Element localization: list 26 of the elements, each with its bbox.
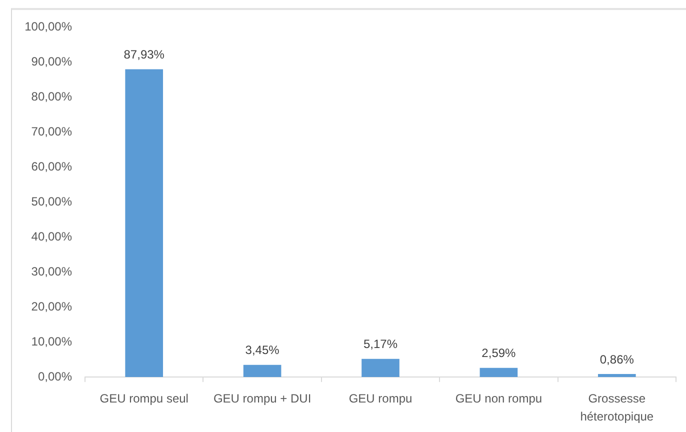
x-tick-label: GEU rompu seul: [100, 391, 188, 406]
y-tick-label: 70,00%: [31, 124, 72, 138]
bar: [362, 358, 400, 377]
data-label: 2,59%: [482, 346, 516, 360]
data-label: 87,93%: [124, 48, 165, 62]
bar: [243, 364, 282, 377]
y-tick-label: 80,00%: [31, 89, 72, 104]
data-label: 5,17%: [363, 337, 398, 352]
bar: [598, 374, 636, 377]
data-label: 0,86%: [600, 352, 634, 366]
y-tick-label: 0,00%: [38, 369, 72, 384]
y-tick-label: 10,00%: [31, 334, 72, 348]
data-label: 3,45%: [245, 343, 280, 358]
y-tick-label: 90,00%: [31, 54, 72, 68]
bar: [125, 69, 164, 377]
y-tick-label: 100,00%: [24, 19, 72, 34]
x-tick-label: GEU rompu + DUI: [213, 391, 312, 406]
y-tick-label: 60,00%: [31, 159, 72, 174]
y-tick-label: 40,00%: [31, 229, 72, 244]
bar: [480, 368, 518, 377]
x-tick-label: Grossesse héterotopique: [580, 391, 654, 424]
y-tick-label: 50,00%: [31, 194, 72, 208]
y-tick-label: 30,00%: [31, 264, 72, 278]
x-tick-label: GEU rompu: [348, 391, 412, 406]
y-tick-label: 20,00%: [31, 299, 72, 314]
x-tick-label: GEU non rompu: [455, 391, 542, 406]
